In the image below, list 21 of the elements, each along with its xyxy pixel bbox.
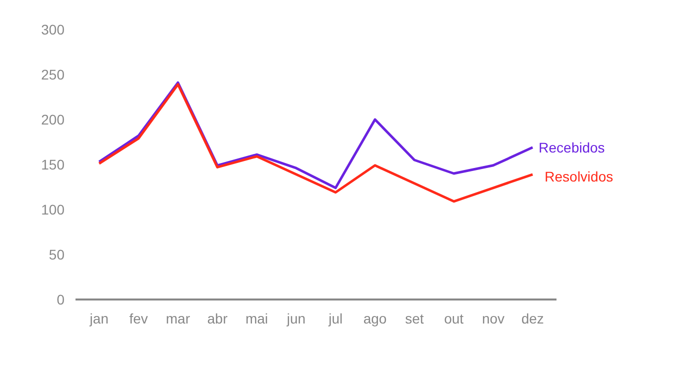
y-tick-label: 300 xyxy=(41,22,65,38)
y-tick-label: 0 xyxy=(56,292,65,308)
x-tick-label: nov xyxy=(482,310,505,326)
x-tick-label: mar xyxy=(166,310,190,326)
x-tick-label: jul xyxy=(328,310,343,326)
x-tick-label: set xyxy=(405,310,424,326)
y-tick-label: 250 xyxy=(41,66,65,82)
y-tick-label: 50 xyxy=(48,246,65,262)
x-tick-label: mai xyxy=(245,310,268,326)
series-label: Resolvidos xyxy=(544,168,614,184)
series-label: Recebidos xyxy=(538,139,605,156)
x-tick-label: jun xyxy=(286,310,306,326)
x-tick-label: fev xyxy=(129,310,148,326)
x-tick-label: dez xyxy=(521,310,544,326)
y-tick-label: 200 xyxy=(41,112,65,128)
y-tick-label: 100 xyxy=(41,202,65,218)
x-tick-label: out xyxy=(444,310,464,326)
x-tick-label: ago xyxy=(363,310,387,326)
y-tick-label: 150 xyxy=(41,156,65,172)
x-tick-label: jan xyxy=(88,310,108,326)
x-tick-label: abr xyxy=(207,310,228,326)
